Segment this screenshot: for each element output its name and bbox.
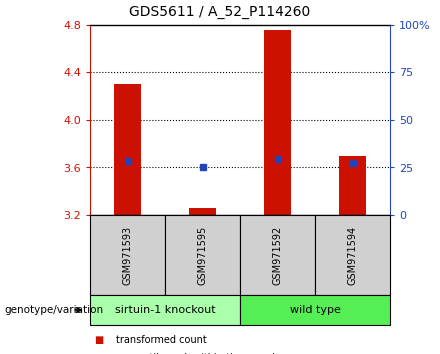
Bar bbox=[165, 215, 240, 295]
Bar bbox=[264, 30, 291, 215]
Text: GSM971595: GSM971595 bbox=[198, 225, 208, 285]
Bar bbox=[315, 215, 390, 295]
Bar bbox=[339, 156, 366, 215]
Text: ■: ■ bbox=[95, 335, 104, 345]
Bar bbox=[90, 215, 165, 295]
Bar bbox=[240, 295, 390, 325]
Bar bbox=[90, 295, 240, 325]
Text: genotype/variation: genotype/variation bbox=[4, 305, 103, 315]
Text: percentile rank within the sample: percentile rank within the sample bbox=[117, 353, 282, 354]
Text: sirtuin-1 knockout: sirtuin-1 knockout bbox=[115, 305, 215, 315]
Bar bbox=[189, 208, 216, 215]
Text: GSM971592: GSM971592 bbox=[272, 225, 282, 285]
Bar bbox=[114, 84, 141, 215]
Text: GSM971594: GSM971594 bbox=[348, 225, 357, 285]
Text: GDS5611 / A_52_P114260: GDS5611 / A_52_P114260 bbox=[129, 5, 311, 19]
Text: GSM971593: GSM971593 bbox=[122, 225, 132, 285]
Text: transformed count: transformed count bbox=[117, 335, 207, 345]
Text: wild type: wild type bbox=[290, 305, 341, 315]
Bar bbox=[240, 215, 315, 295]
Text: ■: ■ bbox=[95, 353, 104, 354]
